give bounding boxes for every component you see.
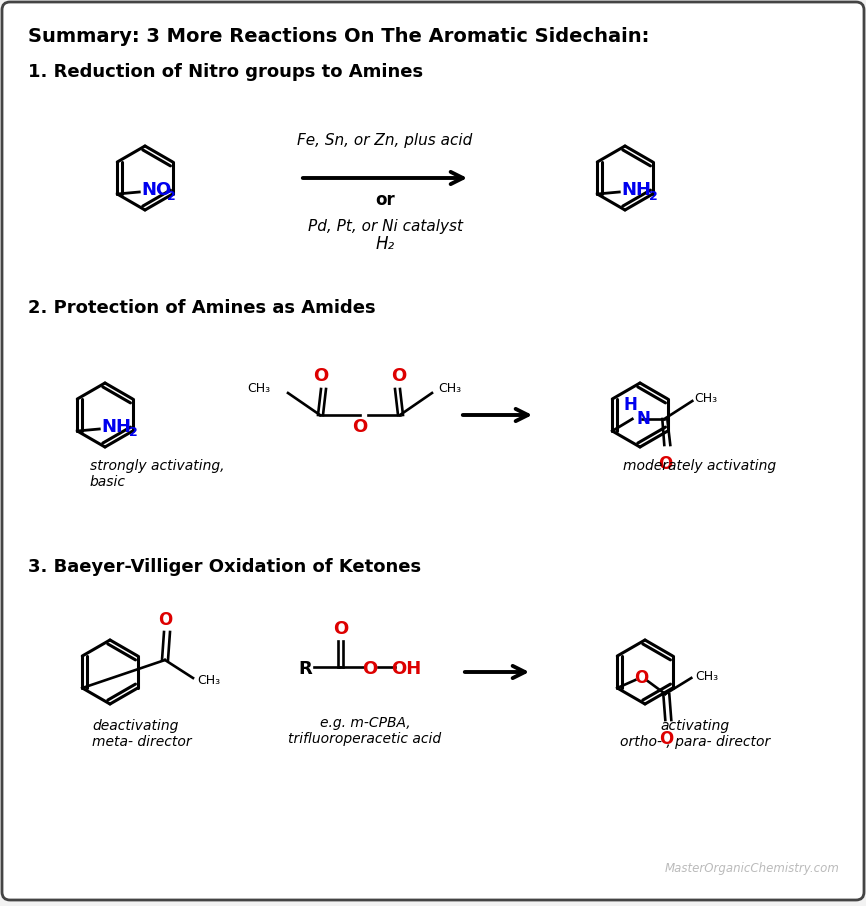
Text: 2: 2 (167, 189, 176, 203)
Text: R: R (298, 660, 312, 678)
Text: or: or (375, 191, 395, 209)
Text: activating: activating (661, 719, 729, 733)
Text: MasterOrganicChemistry.com: MasterOrganicChemistry.com (665, 862, 840, 875)
Text: NH: NH (621, 181, 651, 199)
Text: CH₃: CH₃ (695, 391, 717, 404)
Text: ortho- , para- director: ortho- , para- director (620, 735, 770, 749)
Text: H: H (624, 396, 637, 414)
Text: e.g. m-CPBA,: e.g. m-CPBA, (320, 716, 410, 730)
Text: 1. Reduction of Nitro groups to Amines: 1. Reduction of Nitro groups to Amines (28, 63, 423, 81)
Text: O: O (333, 620, 349, 638)
Text: O: O (659, 730, 674, 748)
Text: CH₃: CH₃ (197, 673, 220, 687)
Text: NO: NO (141, 181, 171, 199)
Text: NH: NH (101, 418, 132, 436)
Text: O: O (352, 418, 368, 436)
Text: 2: 2 (129, 427, 138, 439)
Text: strongly activating,: strongly activating, (90, 459, 224, 473)
Text: O: O (362, 660, 378, 678)
Text: meta- director: meta- director (92, 735, 191, 749)
Text: 2. Protection of Amines as Amides: 2. Protection of Amines as Amides (28, 299, 376, 317)
Text: 2: 2 (650, 189, 658, 203)
Text: Fe, Sn, or Zn, plus acid: Fe, Sn, or Zn, plus acid (297, 132, 473, 148)
Text: O: O (634, 669, 649, 687)
Text: O: O (313, 367, 328, 385)
Text: H₂: H₂ (376, 235, 395, 253)
Text: O: O (391, 367, 407, 385)
Text: trifluoroperacetic acid: trifluoroperacetic acid (288, 732, 442, 746)
Text: deactivating: deactivating (92, 719, 178, 733)
Text: moderately activating: moderately activating (624, 459, 777, 473)
Text: N: N (637, 410, 650, 428)
Text: Pd, Pt, or Ni catalyst: Pd, Pt, or Ni catalyst (307, 218, 462, 234)
Text: basic: basic (90, 475, 126, 489)
Text: O: O (158, 611, 172, 629)
Text: CH₃: CH₃ (438, 382, 461, 396)
Text: O: O (658, 455, 672, 473)
Text: CH₃: CH₃ (695, 670, 719, 682)
Text: Summary: 3 More Reactions On The Aromatic Sidechain:: Summary: 3 More Reactions On The Aromati… (28, 26, 650, 45)
Text: OH: OH (391, 660, 421, 678)
Text: CH₃: CH₃ (247, 382, 270, 396)
Text: 3. Baeyer-Villiger Oxidation of Ketones: 3. Baeyer-Villiger Oxidation of Ketones (28, 558, 421, 576)
